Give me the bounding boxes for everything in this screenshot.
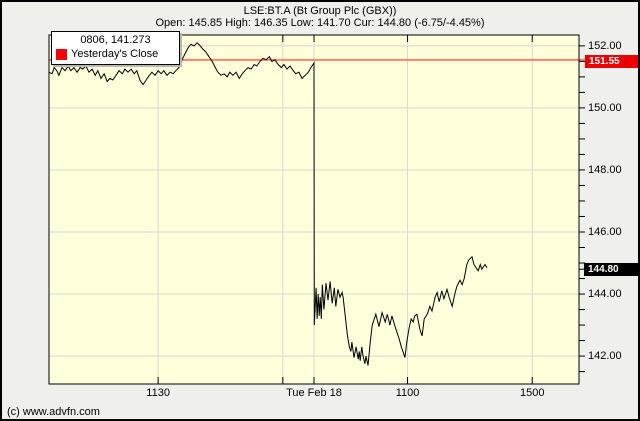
yesterday-close-badge: 151.55 <box>585 54 638 68</box>
plot-frame <box>48 34 580 385</box>
x-axis-label: 1100 <box>395 387 420 399</box>
legend-item-label: Yesterday's Close <box>71 48 159 60</box>
legend-item: Yesterday's Close <box>52 48 179 60</box>
y-axis-label: 150.00 <box>588 101 622 114</box>
y-axis-label: 148.00 <box>588 163 622 176</box>
price-line <box>49 42 488 366</box>
yesterday-close-swatch-icon <box>56 48 67 60</box>
x-axis-label: 1130 <box>146 387 170 399</box>
y-axis-label: 142.00 <box>588 350 622 363</box>
x-axis-label: 1500 <box>519 387 545 399</box>
y-axis-label: 144.00 <box>588 288 622 301</box>
current-price-badge: 144.80 <box>584 262 638 276</box>
y-axis-label: 146.00 <box>588 225 622 238</box>
copyright-text: (c) www.advfn.com <box>7 406 100 418</box>
legend-box: 0806, 141.273 Yesterday's Close <box>51 31 180 65</box>
y-axis-label: 152.00 <box>588 39 622 52</box>
crosshair-readout: 0806, 141.273 <box>80 34 151 46</box>
chart-ohlc-stats: Open: 145.85 High: 146.35 Low: 141.70 Cu… <box>155 17 485 29</box>
chart-title: LSE:BT.A (Bt Group Plc (GBX)) <box>243 5 397 17</box>
x-axis-label: Tue Feb 18 <box>286 387 342 399</box>
